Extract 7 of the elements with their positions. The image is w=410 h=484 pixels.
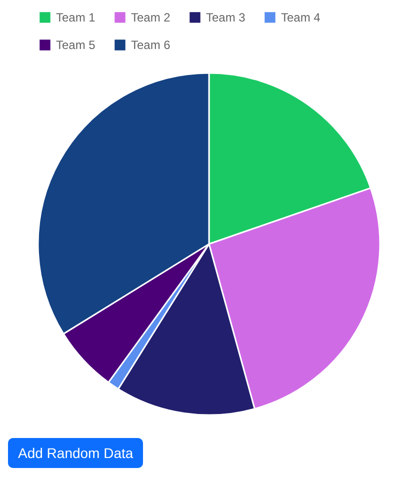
legend-label: Team 1 — [56, 10, 96, 24]
add-data-button: Add Random Data — [8, 438, 144, 468]
legend-label: Team 2 — [131, 10, 171, 24]
legend-label: Team 6 — [131, 38, 171, 52]
legend-label: Team 4 — [281, 10, 321, 24]
legend-label: Team 5 — [56, 38, 96, 52]
legend-label: Team 3 — [206, 10, 246, 24]
